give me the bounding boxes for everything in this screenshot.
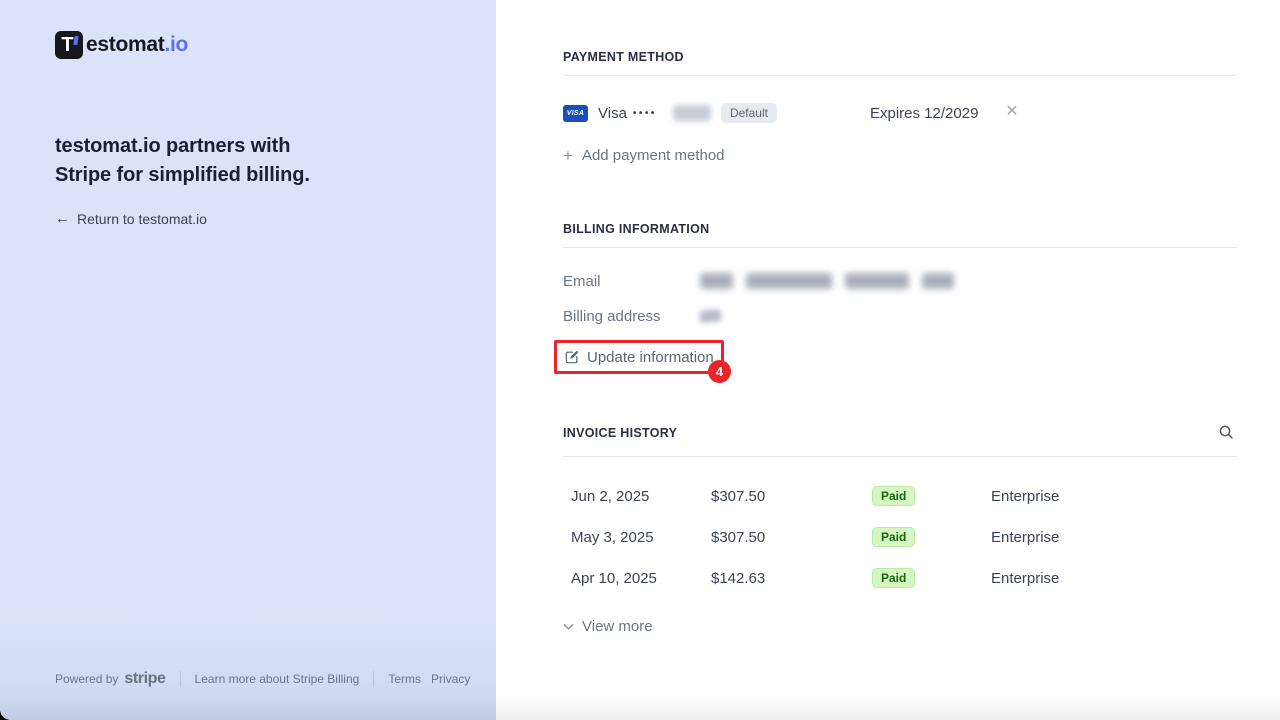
search-invoices-button[interactable] bbox=[1218, 424, 1236, 442]
logo-letter: T bbox=[61, 34, 74, 56]
view-more-label: View more bbox=[582, 618, 653, 635]
card-brand-label: Visa bbox=[598, 104, 627, 122]
invoice-history-heading: INVOICE HISTORY bbox=[563, 426, 678, 440]
section-divider bbox=[563, 247, 1237, 248]
section-divider bbox=[563, 75, 1237, 76]
invoice-row[interactable]: May 3, 2025 $307.50 Paid Enterprise bbox=[563, 527, 1237, 549]
privacy-link[interactable]: Privacy bbox=[430, 672, 471, 686]
add-payment-method-label: Add payment method bbox=[581, 147, 725, 164]
logo-wordmark: estomat.io bbox=[86, 33, 188, 57]
partner-headline: testomat.io partners with Stripe for sim… bbox=[55, 132, 385, 190]
section-divider bbox=[563, 456, 1237, 457]
invoice-row[interactable]: Apr 10, 2025 $142.63 Paid Enterprise bbox=[563, 568, 1237, 590]
chevron-down-icon bbox=[563, 623, 574, 630]
billing-address-row: Billing address bbox=[563, 307, 1237, 325]
footer-divider bbox=[373, 671, 375, 687]
visa-card-icon: VISA bbox=[563, 104, 588, 122]
sidebar: T estomat.io testomat.io partners with S… bbox=[0, 0, 496, 720]
visa-logo-text: VISA bbox=[566, 109, 585, 117]
logo-tick-accent bbox=[73, 36, 79, 45]
invoice-status-badge: Paid bbox=[872, 527, 916, 547]
invoice-date: Jun 2, 2025 bbox=[571, 488, 650, 505]
view-more-button[interactable]: View more bbox=[563, 618, 653, 635]
invoice-status-badge: Paid bbox=[872, 486, 916, 506]
testomat-logo[interactable]: T estomat.io bbox=[55, 31, 188, 59]
email-label: Email bbox=[563, 272, 601, 290]
testomat-logo-icon: T bbox=[55, 31, 83, 59]
footer-divider bbox=[179, 671, 181, 687]
invoice-date: May 3, 2025 bbox=[571, 529, 654, 546]
payment-card-row: VISA Visa •••• Default Expires 12/2029 ✕ bbox=[563, 101, 1237, 125]
email-row: Email bbox=[563, 272, 1237, 290]
terms-link[interactable]: Terms bbox=[388, 672, 421, 686]
invoice-amount: $142.63 bbox=[711, 570, 766, 587]
stripe-wordmark[interactable]: stripe bbox=[124, 670, 166, 687]
invoice-plan: Enterprise bbox=[991, 570, 1060, 587]
address-redacted-segment bbox=[699, 308, 722, 324]
invoice-amount: $307.50 bbox=[711, 529, 766, 546]
return-link-label: Return to testomat.io bbox=[77, 210, 207, 227]
logo-brand-text: estomat bbox=[86, 33, 165, 56]
invoice-row[interactable]: Jun 2, 2025 $307.50 Paid Enterprise bbox=[563, 486, 1237, 508]
invoice-date: Apr 10, 2025 bbox=[571, 570, 657, 587]
card-number-dots: •••• bbox=[632, 107, 657, 119]
invoice-plan: Enterprise bbox=[991, 529, 1060, 546]
email-redacted-segment bbox=[746, 273, 832, 289]
remove-card-button[interactable]: ✕ bbox=[1005, 103, 1019, 120]
logo-brand-suffix: .io bbox=[164, 33, 189, 56]
billing-info-heading: BILLING INFORMATION bbox=[563, 222, 710, 236]
annotation-step-badge: 4 bbox=[708, 360, 731, 383]
invoice-status-badge: Paid bbox=[872, 568, 916, 588]
payment-method-heading: PAYMENT METHOD bbox=[563, 50, 684, 64]
annotation-step-number: 4 bbox=[715, 364, 724, 379]
card-expiry-label: Expires 12/2029 bbox=[870, 104, 979, 122]
powered-by-label: Powered by bbox=[55, 672, 119, 686]
email-redacted-segment bbox=[700, 273, 733, 289]
search-icon bbox=[1219, 425, 1233, 439]
email-redacted-segment bbox=[845, 273, 909, 289]
sidebar-footer: Powered by stripe Learn more about Strip… bbox=[55, 670, 470, 688]
update-information-label: Update information bbox=[587, 348, 714, 366]
annotation-highlight-box: Update information bbox=[554, 340, 724, 374]
email-redacted-segment bbox=[922, 273, 954, 289]
add-payment-method-button[interactable]: + Add payment method bbox=[563, 147, 725, 164]
left-arrow-icon: ← bbox=[55, 210, 70, 227]
learn-more-link[interactable]: Learn more about Stripe Billing bbox=[194, 672, 360, 686]
invoice-plan: Enterprise bbox=[991, 488, 1060, 505]
return-link[interactable]: ← Return to testomat.io bbox=[55, 210, 207, 227]
headline-line-2: Stripe for simplified billing. bbox=[55, 164, 310, 186]
billing-address-label: Billing address bbox=[563, 307, 661, 325]
plus-icon: + bbox=[563, 146, 573, 165]
edit-pencil-icon bbox=[565, 351, 578, 364]
update-information-button[interactable]: Update information bbox=[565, 349, 714, 366]
headline-line-1: testomat.io partners with bbox=[55, 135, 291, 157]
default-badge: Default bbox=[720, 103, 777, 123]
card-last4-redacted bbox=[672, 105, 711, 121]
main-content: PAYMENT METHOD VISA Visa •••• Default Ex… bbox=[496, 0, 1280, 720]
invoice-amount: $307.50 bbox=[711, 488, 766, 505]
